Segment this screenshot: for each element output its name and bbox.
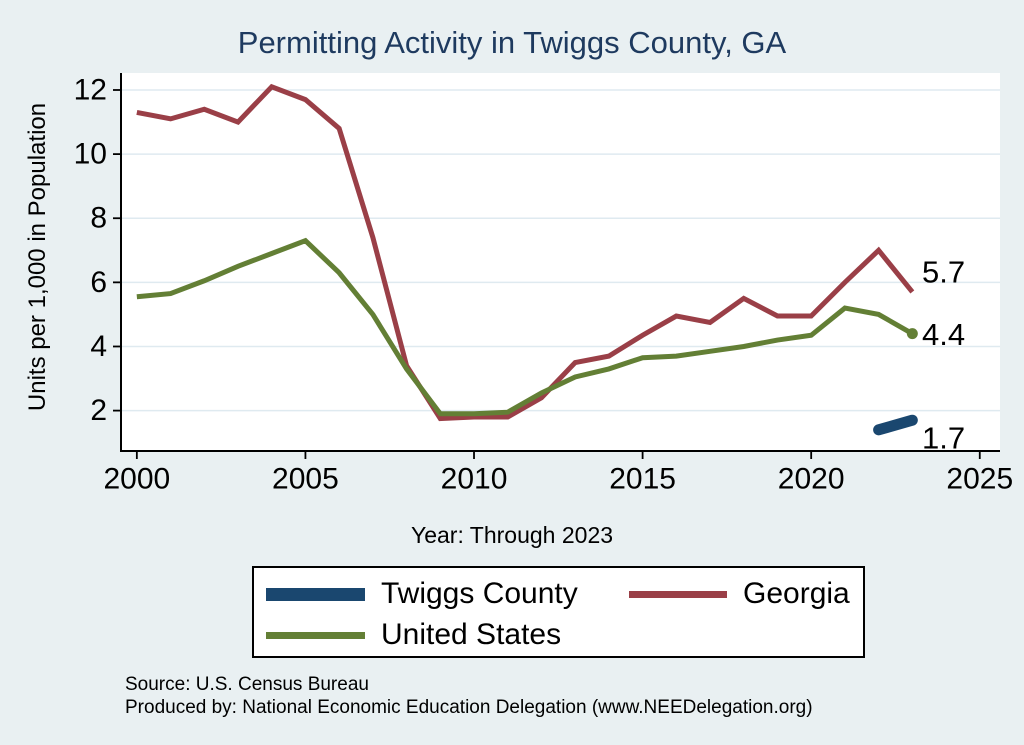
plot-area: 2 4 6 8 10 12 2000 2005 2010 2015 2020 2025 5.7 4.4 1.…	[74, 73, 1013, 496]
y-axis-title: Units per 1,000 in Population	[24, 102, 51, 412]
line-united-states	[136, 237, 914, 417]
end-marker-united-states	[906, 328, 918, 340]
legend: Twiggs County Georgia United States	[252, 566, 865, 658]
legend-swatch-georgia	[629, 591, 727, 598]
x-tick-label-2025: 2025	[946, 463, 1013, 496]
end-label-united-states: 4.4	[922, 317, 965, 352]
end-label-georgia: 5.7	[922, 254, 965, 289]
legend-label-georgia: Georgia	[743, 577, 850, 610]
x-tick-label-2020: 2020	[778, 463, 845, 496]
plot-background	[121, 73, 1000, 451]
legend-label-twiggs-county: Twiggs County	[381, 577, 578, 610]
footer: Source: U.S. Census Bureau Produced by: …	[125, 674, 813, 719]
chart-title: Permitting Activity in Twiggs County, GA	[237, 25, 787, 60]
x-tick-label-2005: 2005	[272, 463, 339, 496]
producer-note: Produced by: National Economic Education…	[125, 696, 813, 718]
x-tick-label-2010: 2010	[441, 463, 508, 496]
y-tick-label-10: 10	[74, 138, 107, 171]
x-axis-title: Year: Through 2023	[410, 522, 614, 548]
y-tick-label-8: 8	[90, 202, 107, 235]
y-tick-label-12: 12	[74, 73, 107, 106]
end-label-twiggs-county: 1.7	[922, 421, 965, 456]
y-tick-label-6: 6	[90, 266, 107, 299]
x-tick-label-2015: 2015	[609, 463, 676, 496]
line-georgia	[136, 83, 915, 422]
line-twiggs-county	[873, 414, 918, 436]
y-tick-label-4: 4	[90, 330, 107, 363]
x-tick-label-2000: 2000	[103, 463, 170, 496]
y-tick-label-2: 2	[90, 394, 107, 427]
legend-label-united-states: United States	[381, 618, 562, 651]
legend-swatch-united-states	[266, 632, 365, 639]
legend-swatch-twiggs-county	[266, 588, 365, 601]
source-note: Source: U.S. Census Bureau	[125, 674, 369, 695]
